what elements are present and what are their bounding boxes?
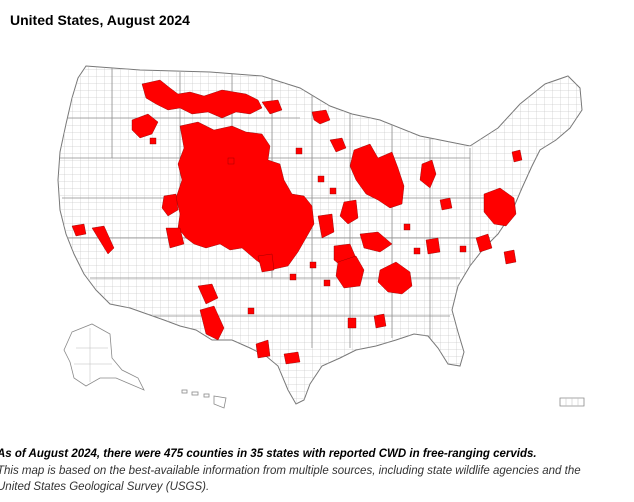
- hawaii: [181, 389, 227, 409]
- cwd-region-ok: [257, 253, 275, 273]
- cwd-county: [289, 273, 297, 281]
- caption-note-line2: United States Geological Survey (USGS).: [0, 481, 210, 493]
- cwd-region-ca: [71, 223, 87, 237]
- caption-summary: As of August 2024, there were 475 counti…: [0, 448, 537, 460]
- cwd-region-texas: [283, 351, 301, 365]
- cwd-region-michigan: [419, 159, 437, 189]
- cwd-county: [149, 137, 157, 145]
- cwd-region-ohio: [439, 197, 453, 211]
- cwd-region-ms: [373, 313, 387, 329]
- cwd-region-minnesota-se: [329, 137, 347, 153]
- cwd-county: [329, 187, 337, 195]
- cwd-region-montana-west: [131, 113, 159, 139]
- cwd-region-kansas: [317, 213, 335, 239]
- cwd-county: [227, 157, 235, 165]
- cwd-region-central-west: [175, 121, 315, 271]
- cwd-region-missouri: [359, 231, 393, 253]
- cwd-region-nv-ca: [91, 225, 115, 255]
- cwd-region-virginia: [475, 233, 493, 253]
- cwd-county: [247, 307, 255, 315]
- cwd-region-montana-north: [141, 79, 263, 119]
- alaska: [63, 323, 145, 391]
- map-title: United States, August 2024: [10, 12, 190, 28]
- cwd-counties: [71, 79, 523, 365]
- puerto-rico: [559, 397, 585, 407]
- cwd-county: [459, 245, 467, 253]
- cwd-region-wisconsin: [349, 143, 405, 209]
- cwd-region-minnesota-north: [311, 109, 331, 125]
- cwd-region-arkansas: [335, 255, 365, 289]
- cwd-region-ny: [511, 149, 523, 163]
- cwd-region-iowa: [339, 199, 359, 225]
- cwd-county: [295, 147, 303, 155]
- cwd-county: [413, 247, 421, 255]
- cwd-county: [317, 175, 325, 183]
- cwd-region-tennessee: [377, 261, 413, 295]
- us-county-map: [57, 65, 585, 409]
- map-caption: As of August 2024, there were 475 counti…: [0, 446, 634, 496]
- cwd-county: [309, 261, 317, 269]
- caption-note-line1: This map is based on the best-available …: [0, 464, 581, 477]
- cwd-region-west-edge: [165, 227, 185, 249]
- cwd-county: [403, 223, 411, 231]
- cwd-region-nm-north: [197, 283, 219, 305]
- alaska-outline: [63, 323, 145, 391]
- cwd-region-nd-north: [261, 99, 283, 115]
- cwd-region-nm-south: [199, 305, 225, 341]
- cwd-region-utah: [161, 193, 179, 217]
- cwd-region-nc: [503, 249, 517, 265]
- cwd-region-pennsylvania: [483, 187, 517, 227]
- cwd-region-la: [347, 317, 357, 329]
- cwd-region-texas-west: [255, 339, 271, 359]
- cwd-region-ky: [425, 237, 441, 255]
- cwd-county: [323, 279, 331, 287]
